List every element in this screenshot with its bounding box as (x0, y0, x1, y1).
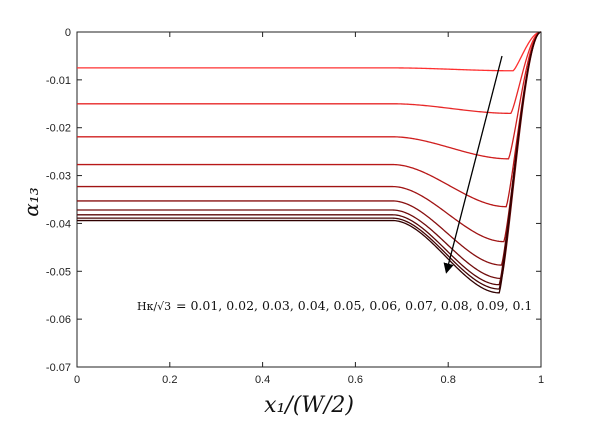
plot-frame (76, 31, 542, 368)
series-line-10 (77, 31, 542, 294)
x-tick-label: 0.8 (441, 374, 456, 386)
y-tick-label: -0.06 (46, 314, 71, 326)
series-line-2 (77, 31, 542, 115)
annotation-prefix: Hκ/√3 (137, 300, 171, 313)
y-tick-label: 0 (65, 27, 71, 39)
y-tick-label: -0.02 (46, 123, 71, 135)
y-axis-ticks: 0 -0.01 -0.02 -0.03 -0.04 -0.05 -0.06 -0.07 (46, 27, 541, 374)
y-tick-label: -0.05 (46, 266, 71, 278)
y-tick-label: -0.03 (46, 171, 71, 183)
x-tick-label: 0 (74, 374, 80, 386)
series-line-4 (77, 31, 542, 208)
y-tick-label: -0.01 (46, 75, 71, 87)
annotation-values: = 0.01, 0.02, 0.03, 0.04, 0.05, 0.06, 0.… (176, 298, 532, 313)
x-axis-ticks: 0 0.2 0.4 0.6 0.8 1 (74, 32, 544, 386)
series-line-1 (77, 31, 542, 72)
y-tick-label: -0.04 (46, 218, 71, 230)
x-tick-label: 1 (538, 374, 544, 386)
series-line-7 (77, 31, 542, 280)
x-tick-label: 0.2 (162, 374, 177, 386)
x-axis-title: x₁/(W/2) (264, 393, 354, 418)
series-line-9 (77, 31, 542, 290)
x-tick-label: 0.6 (348, 374, 363, 386)
y-axis-title: α₁₃ (19, 187, 43, 217)
trend-arrow (443, 55, 503, 274)
curve-group (77, 31, 542, 294)
series-line-3 (77, 31, 542, 160)
series-line-6 (77, 31, 542, 266)
series-line-5 (77, 31, 542, 243)
series-line-8 (77, 31, 542, 286)
y-tick-label: -0.07 (46, 362, 71, 374)
x-tick-label: 0.4 (255, 374, 270, 386)
